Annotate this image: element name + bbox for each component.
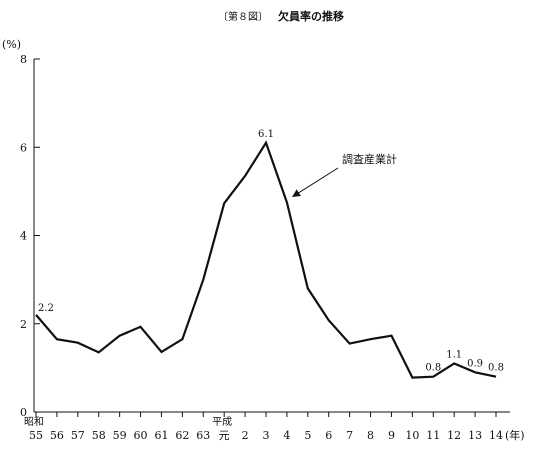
series-annotation: 調査産業計 — [342, 152, 397, 166]
series-line — [35, 140, 497, 379]
era-label: 平成 — [212, 416, 232, 428]
y-unit-label: (%) — [2, 38, 21, 51]
x-tick-label: 8 — [367, 429, 374, 442]
x-tick-label: 62 — [175, 429, 189, 442]
y-tick-label: 0 — [20, 406, 27, 419]
data-label: 2.2 — [38, 303, 54, 314]
y-tick-label: 8 — [20, 53, 27, 66]
data-label: 6.1 — [258, 129, 274, 140]
y-tick-label: 2 — [20, 318, 27, 331]
x-tick-label: 元 — [219, 429, 230, 442]
x-tick-label: 12 — [447, 429, 461, 442]
x-tick-label: 2 — [242, 429, 249, 442]
x-tick-label: 59 — [113, 429, 127, 442]
figure-label: 〔第８図〕 — [218, 10, 268, 23]
annotation-arrow — [292, 167, 339, 197]
data-label: 1.1 — [446, 349, 462, 360]
x-tick-label: 63 — [196, 429, 210, 442]
data-label: 0.9 — [467, 358, 483, 369]
x-tick-label: 60 — [134, 429, 148, 442]
x-tick-label: 57 — [71, 429, 85, 442]
x-tick-label: 9 — [388, 429, 395, 442]
y-tick-label: 4 — [20, 230, 27, 243]
x-tick-label: 13 — [468, 429, 482, 442]
data-label: 0.8 — [488, 363, 504, 374]
x-tick-label: 55 — [29, 429, 43, 442]
x-tick-label: 3 — [263, 429, 270, 442]
x-tick-label: 10 — [405, 429, 419, 442]
chart-title: 欠員率の推移 — [278, 9, 344, 23]
x-tick-label: 11 — [426, 429, 440, 442]
x-tick-label: 6 — [325, 429, 332, 442]
x-tick-label: 4 — [283, 429, 290, 442]
era-label: 昭和 — [24, 416, 44, 428]
x-tick-label: 14 — [489, 429, 503, 442]
y-tick-label: 6 — [20, 141, 27, 154]
x-tick-label: 7 — [346, 429, 353, 442]
data-label: 0.8 — [425, 363, 441, 374]
x-tick-label: 58 — [92, 429, 106, 442]
x-tick-label: 5 — [304, 429, 311, 442]
x-tick-label: 56 — [50, 429, 64, 442]
x-unit-label: (年) — [505, 428, 525, 442]
x-tick-label: 61 — [154, 429, 168, 442]
